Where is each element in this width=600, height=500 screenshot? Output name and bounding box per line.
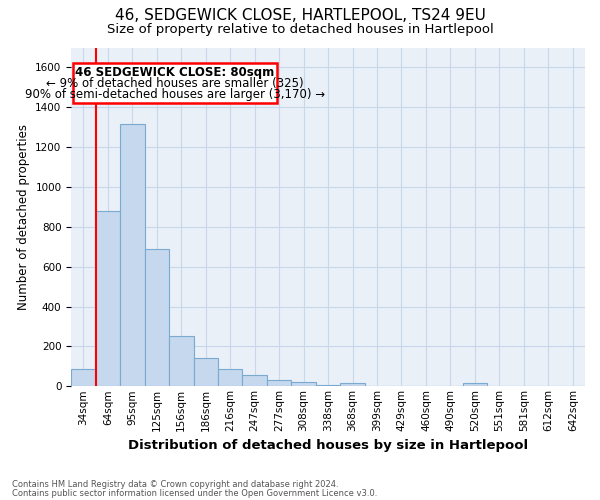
Bar (292, 382, 316, 386)
Text: 46 SEDGEWICK CLOSE: 80sqm: 46 SEDGEWICK CLOSE: 80sqm (75, 66, 275, 78)
FancyBboxPatch shape (73, 64, 277, 104)
Text: 46, SEDGEWICK CLOSE, HARTLEPOOL, TS24 9EU: 46, SEDGEWICK CLOSE, HARTLEPOOL, TS24 9E… (115, 8, 485, 22)
Bar (267, 380, 292, 386)
Text: Contains HM Land Registry data © Crown copyright and database right 2024.: Contains HM Land Registry data © Crown c… (12, 480, 338, 489)
Text: Contains public sector information licensed under the Open Government Licence v3: Contains public sector information licen… (12, 488, 377, 498)
Bar (169, 336, 194, 386)
Bar (71, 368, 95, 386)
Bar (218, 368, 242, 386)
Bar (145, 249, 169, 386)
Bar (120, 124, 145, 386)
Bar (95, 211, 120, 386)
Text: 90% of semi-detached houses are larger (3,170) →: 90% of semi-detached houses are larger (… (25, 88, 325, 101)
Bar (340, 384, 365, 386)
Text: ← 9% of detached houses are smaller (325): ← 9% of detached houses are smaller (325… (46, 77, 304, 90)
Text: Size of property relative to detached houses in Hartlepool: Size of property relative to detached ho… (107, 22, 493, 36)
Y-axis label: Number of detached properties: Number of detached properties (17, 124, 29, 310)
Bar (463, 384, 487, 386)
Bar (194, 358, 218, 386)
Bar (242, 376, 267, 386)
X-axis label: Distribution of detached houses by size in Hartlepool: Distribution of detached houses by size … (128, 440, 528, 452)
